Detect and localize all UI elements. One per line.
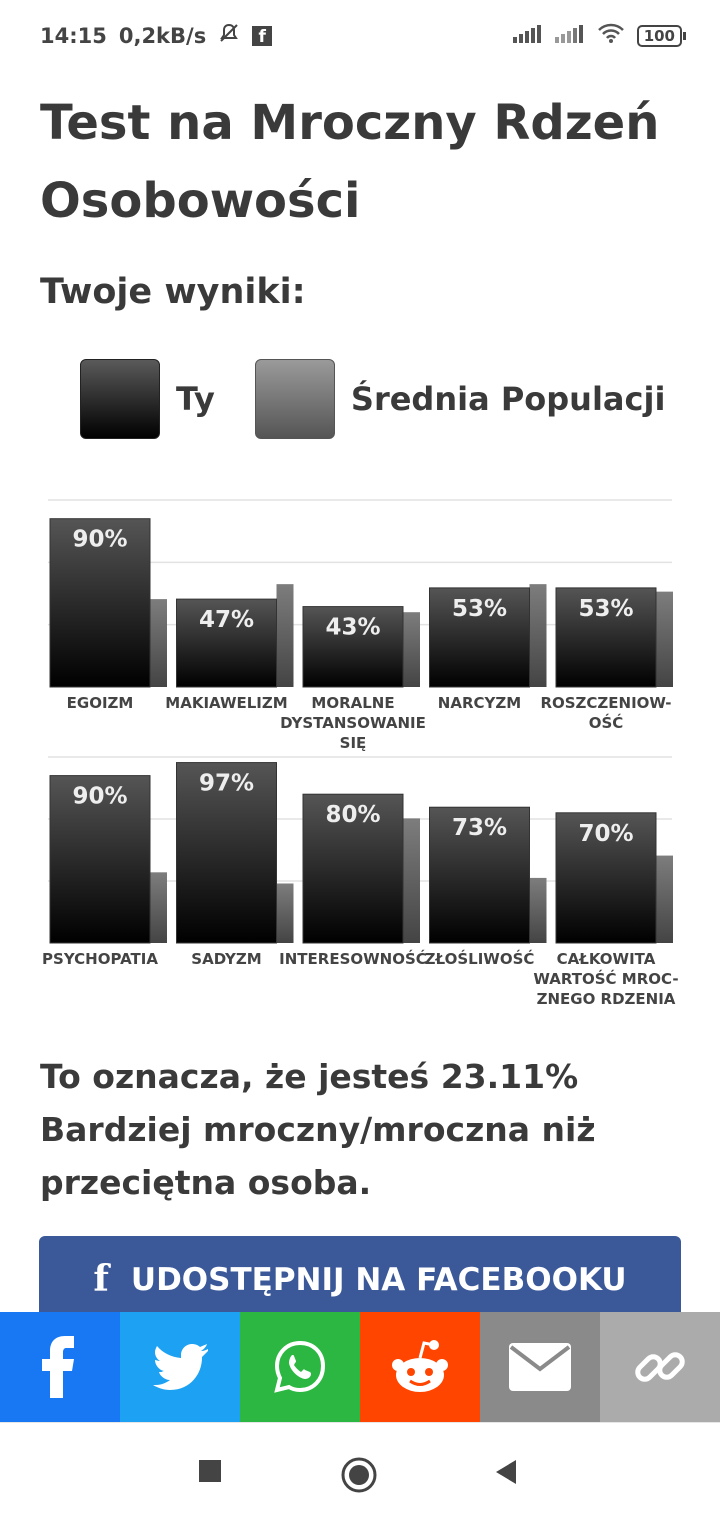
bar-value-label: 53% (578, 596, 633, 622)
back-button[interactable] (494, 1459, 518, 1489)
whatsapp-icon (274, 1340, 326, 1393)
facebook-icon: f (93, 1258, 109, 1300)
share-bar-twitter[interactable] (120, 1312, 240, 1422)
reddit-icon (392, 1340, 448, 1392)
bar-value-label: 70% (578, 821, 633, 847)
share-bar-whatsapp[interactable] (240, 1312, 360, 1422)
bar-you (49, 775, 151, 944)
bar-you (176, 598, 277, 688)
results-bar-chart: 90% EGOIZM 47% MAKIAWELIZM 43% MORALNE DYSTANS… (42, 499, 679, 1008)
share-facebook-button[interactable]: f UDOSTĘPNIJ NA FACEBOOKU (39, 1236, 681, 1326)
page-title: Test na Mroczny Rdzeń Osobowości (40, 95, 660, 229)
share-bar-email[interactable] (480, 1312, 600, 1422)
battery-indicator: 100 (636, 24, 687, 47)
bar-average (656, 591, 673, 687)
bar-average (150, 872, 167, 943)
category-label: NARCYZM (438, 694, 521, 712)
wifi-icon (597, 22, 625, 49)
bar-you (429, 587, 530, 688)
category-label: MAKIAWELIZM (165, 694, 287, 712)
home-button[interactable] (341, 1457, 377, 1497)
category-label: DYSTANSOWANIE (280, 714, 426, 732)
share-bar-facebook[interactable] (0, 1312, 120, 1422)
legend-swatch-average (254, 359, 335, 439)
twitter-icon (153, 1344, 208, 1390)
bar-value-label: 80% (325, 802, 380, 828)
system-nav-bar (0, 1422, 720, 1521)
bar-average (529, 584, 547, 687)
results-heading: Twoje wyniki: (40, 272, 306, 312)
status-bar: 14:15 0,2kB/s f 100 (0, 0, 720, 70)
bar-value-label: 43% (325, 615, 380, 641)
share-facebook-label: UDOSTĘPNIJ NA FACEBOOKU (130, 1262, 627, 1298)
category-label: MORALNE (311, 694, 394, 712)
legend-label-average: Średnia Populacji (350, 380, 666, 418)
category-label: CAŁKOWITA (557, 950, 656, 968)
chart-legend: Ty Średnia Populacji (80, 358, 665, 440)
category-label: WARTOŚĆ MROC- (533, 969, 678, 988)
category-label: SIĘ (340, 734, 367, 752)
bar-you (302, 793, 404, 944)
bar-value-label: 90% (72, 527, 127, 553)
category-label: EGOIZM (67, 694, 134, 712)
bar-average (403, 612, 420, 687)
signal-icon (512, 24, 543, 48)
bar-value-label: 97% (199, 771, 254, 797)
legend-label-you: Ty (176, 380, 215, 418)
bar-you (555, 587, 657, 688)
facebook-icon (42, 1336, 74, 1398)
bar-average (150, 599, 167, 687)
share-bar (0, 1312, 720, 1422)
bar-average (276, 584, 294, 687)
email-icon (509, 1343, 571, 1391)
result-summary: To oznacza, że jesteś 23.11% Bardziej mr… (40, 1057, 596, 1202)
bar-you (429, 806, 530, 944)
category-label: ROSZCZENIOW- (540, 694, 671, 712)
bar-average (656, 855, 673, 943)
bar-average (529, 877, 547, 943)
share-bar-reddit[interactable] (360, 1312, 480, 1422)
share-bar-copy-link[interactable] (600, 1312, 720, 1422)
category-label: OŚĆ (589, 713, 624, 732)
recent-apps-button[interactable] (198, 1459, 222, 1487)
bar-average (276, 883, 294, 943)
category-label: INTERESOWNOŚĆ (279, 949, 427, 968)
bar-value-label: 90% (72, 784, 127, 810)
legend-swatch-you (80, 359, 160, 439)
bar-you (302, 606, 404, 688)
category-label: ZNEGO RDZENIA (537, 990, 676, 1008)
bar-you (555, 812, 657, 944)
back-triangle-icon (496, 1460, 516, 1484)
bar-you (176, 762, 277, 944)
bar-value-label: 53% (452, 596, 507, 622)
home-circle-icon (341, 1457, 377, 1493)
link-icon (635, 1352, 685, 1382)
network-speed: 0,2kB/s (118, 23, 207, 48)
signal-icon-2 (554, 24, 585, 48)
bar-average (403, 818, 420, 943)
square-icon (199, 1460, 221, 1482)
category-label: PSYCHOPATIA (42, 950, 158, 968)
bar-value-label: 73% (452, 815, 507, 841)
mute-notification-icon (218, 22, 240, 49)
category-label: ZŁOŚLIWOŚĆ (425, 949, 535, 968)
category-label: SADYZM (191, 950, 261, 968)
facebook-notification-icon: f (252, 25, 273, 47)
clock: 14:15 (40, 23, 107, 48)
bar-you (49, 518, 151, 688)
bar-value-label: 47% (199, 607, 254, 633)
